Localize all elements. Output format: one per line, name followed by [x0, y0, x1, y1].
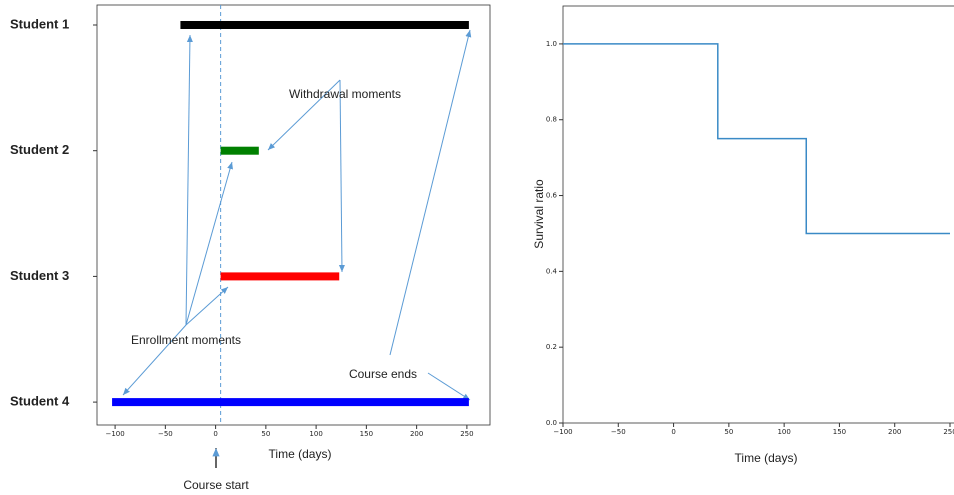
y-tick-label: 1.0 [546, 40, 557, 48]
x-tick-label: 250 [460, 430, 473, 438]
x-tick-label: 200 [410, 430, 423, 438]
y-tick-label: Student 2 [10, 142, 69, 157]
y-tick-label: 0.8 [546, 116, 557, 124]
bar [112, 398, 469, 407]
arrow [185, 161, 233, 326]
x-tick-label: −100 [553, 428, 572, 436]
arrow [122, 324, 187, 396]
arrow [267, 79, 341, 151]
y-tick-label: 0.4 [546, 267, 558, 275]
left-frame [96, 4, 491, 426]
annotation: Course ends [349, 367, 417, 381]
arrow [427, 372, 471, 401]
x-tick-label: 0 [671, 428, 675, 436]
annotation: Course start [183, 478, 249, 492]
x-tick-label: 150 [360, 430, 373, 438]
bar [180, 21, 469, 29]
x-tick-label: 0 [213, 430, 217, 438]
x-tick-label: 100 [309, 430, 322, 438]
right-frame [562, 5, 954, 424]
x-tick-label: 150 [833, 428, 846, 436]
x-axis-label: Time (days) [735, 451, 798, 465]
x-tick-label: −50 [158, 430, 173, 438]
y-axis-label: Survival ratio [532, 179, 546, 249]
x-tick-label: 200 [888, 428, 901, 436]
arrow [185, 286, 229, 326]
x-axis-label: Time (days) [269, 447, 332, 461]
y-tick-label: Student 3 [10, 268, 69, 283]
annotation: Enrollment moments [131, 333, 241, 347]
bar [220, 272, 340, 281]
x-tick-label: −50 [611, 428, 626, 436]
x-tick-label: 100 [777, 428, 790, 436]
y-tick-label: 0.2 [546, 343, 557, 351]
x-tick-label: −100 [105, 430, 124, 438]
y-tick-label: 0.0 [546, 419, 557, 427]
annotation: Withdrawal moments [289, 87, 401, 101]
arrow [389, 29, 472, 356]
x-tick-label: 250 [943, 428, 954, 436]
arrow [185, 34, 193, 326]
y-tick-label: 0.6 [546, 192, 558, 200]
survival-line [563, 43, 950, 235]
arrow [338, 79, 345, 273]
x-tick-label: 50 [724, 428, 733, 436]
y-tick-label: Student 1 [10, 16, 69, 31]
x-tick-label: 50 [261, 430, 270, 438]
arrows [122, 29, 472, 468]
bar [220, 146, 259, 155]
y-tick-label: Student 4 [10, 394, 70, 409]
